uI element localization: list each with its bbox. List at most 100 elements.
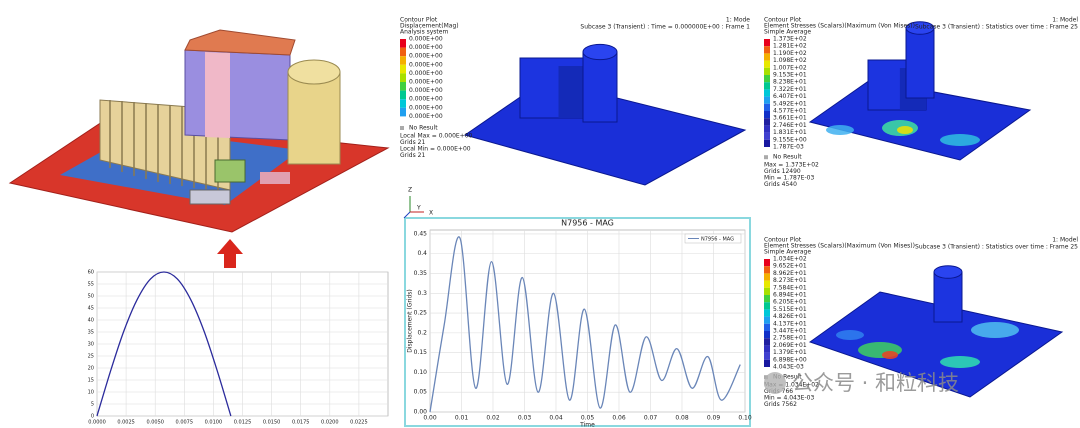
no-result: No Result xyxy=(773,374,802,381)
legend-value: 0.000E+00 xyxy=(409,104,443,111)
legend-value: 4.137E+01 xyxy=(773,320,807,327)
legend-value: 0.000E+00 xyxy=(409,70,443,77)
legend-swatch xyxy=(400,39,406,48)
x-tick-label: 0.08 xyxy=(675,415,689,422)
line-series xyxy=(429,236,741,413)
y-tick-label: 55 xyxy=(88,282,94,288)
legend-swatch xyxy=(764,259,770,267)
plot-title: Contour Plot xyxy=(764,237,802,244)
no-result: No Result xyxy=(409,125,438,132)
y-tick-label: 0.45 xyxy=(414,230,428,237)
legend-value: 1.281E+02 xyxy=(773,43,807,50)
legend-swatch xyxy=(764,96,770,104)
cylinder-body xyxy=(287,71,341,165)
legend-swatch xyxy=(764,53,770,61)
legend-value: 1.831E+01 xyxy=(773,129,807,136)
y-tick-label: 0.00 xyxy=(414,409,428,416)
block-top xyxy=(184,29,296,56)
plot-title: Contour Plot xyxy=(764,17,802,24)
legend-swatch xyxy=(764,125,770,133)
y-tick-label: 0.4 xyxy=(417,250,427,257)
legend-value: 0.000E+00 xyxy=(409,87,443,94)
no-result-swatch xyxy=(764,155,768,160)
x-tick-label: 0.02 xyxy=(486,415,500,422)
legend-value: 5.515E+01 xyxy=(773,306,807,313)
legend-value: 1.034E+02 xyxy=(773,256,807,263)
stat: Grids 21 xyxy=(400,152,425,159)
legend-swatch xyxy=(764,82,770,90)
legend-swatch xyxy=(400,56,406,65)
x-tick-label: 0.04 xyxy=(549,415,563,422)
y-tick-label: 50 xyxy=(88,294,94,300)
legend-swatch xyxy=(764,309,770,317)
model-cylinder-top xyxy=(933,265,963,279)
legend-value: 0.000E+00 xyxy=(409,96,443,103)
y-tick-label: 15 xyxy=(88,378,94,384)
x-tick-label: 0.03 xyxy=(518,415,532,422)
legend-value: 9.652E+01 xyxy=(773,263,807,270)
legend-value: 0.000E+00 xyxy=(409,113,443,120)
legend-value: 6.898E+00 xyxy=(773,356,807,363)
legend-value: 1.007E+02 xyxy=(773,64,807,71)
legend-swatch xyxy=(764,139,770,147)
fe-model xyxy=(5,25,390,233)
stress-spot xyxy=(836,330,864,340)
y-tick-label: 30 xyxy=(88,342,94,348)
y-tick-label: 25 xyxy=(88,354,94,360)
result-type: Element Stresses (Scalars)(Maximum (Von … xyxy=(764,23,915,30)
cylinder-top xyxy=(287,59,341,85)
y-tick-label: 0.25 xyxy=(414,310,428,317)
legend-swatch xyxy=(764,60,770,68)
component-pink xyxy=(260,172,290,184)
stat: Local Min = 0.000E+00 xyxy=(400,146,471,153)
triad-label: Y xyxy=(416,205,421,212)
legend-value: 0.000E+00 xyxy=(409,61,443,68)
subcase-label: Subcase 3 (Transient) : Statistics over … xyxy=(915,24,1078,31)
legend-value: 1.373E+02 xyxy=(773,36,807,43)
legend-value: 6.205E+01 xyxy=(773,299,807,306)
y-tick-label: 0.05 xyxy=(414,389,428,396)
legend-swatch xyxy=(764,345,770,353)
legend-value: 4.577E+01 xyxy=(773,108,807,115)
legend-value: 0.000E+00 xyxy=(409,79,443,86)
stat: Grids 7562 xyxy=(764,401,797,408)
legend-swatch xyxy=(764,280,770,288)
x-tick-label: 0.0225 xyxy=(350,420,368,426)
result-type: Displacement(Mag) xyxy=(400,23,459,30)
legend-value: 7.322E+01 xyxy=(773,86,807,93)
stress-spot xyxy=(826,125,854,135)
x-tick-label: 0.01 xyxy=(455,415,469,422)
legend-value: 7.584E+01 xyxy=(773,284,807,291)
triad-label: X xyxy=(429,210,433,217)
stress-spot xyxy=(940,134,980,146)
legend-swatch xyxy=(764,323,770,331)
x-tick-label: 0.06 xyxy=(612,415,626,422)
y-tick-label: 20 xyxy=(88,366,94,372)
subcase-label: Subcase 3 (Transient) : Time = 0.000000E… xyxy=(580,24,750,31)
legend-swatch xyxy=(764,75,770,83)
y-axis-label: Displacement (Grids) xyxy=(407,289,414,353)
component-green xyxy=(214,159,246,183)
arrow-up xyxy=(217,239,243,268)
legend-value: 0.000E+00 xyxy=(409,44,443,51)
legend-value: 1.787E-03 xyxy=(773,144,804,151)
y-tick-label: 60 xyxy=(88,270,94,276)
triad-y xyxy=(403,211,411,219)
legend-swatch xyxy=(764,359,770,367)
legend-swatch xyxy=(400,107,406,117)
stat: Grids 21 xyxy=(400,139,425,146)
x-tick-label: 0.0025 xyxy=(117,420,135,426)
averaging: Analysis system xyxy=(400,29,448,36)
model-plate xyxy=(808,291,1064,398)
legend-value: 1.098E+02 xyxy=(773,57,807,64)
legend-swatch xyxy=(764,302,770,310)
y-tick-label: 0.10 xyxy=(414,369,428,376)
x-tick-label: 0.0125 xyxy=(234,420,252,426)
result-type: Element Stresses (Scalars)(Maximum (Von … xyxy=(764,243,915,250)
x-tick-label: 0.09 xyxy=(707,415,721,422)
legend-value: 2.746E+01 xyxy=(773,122,807,129)
legend-swatch xyxy=(764,331,770,339)
legend-value: 2.758E+01 xyxy=(773,335,807,342)
